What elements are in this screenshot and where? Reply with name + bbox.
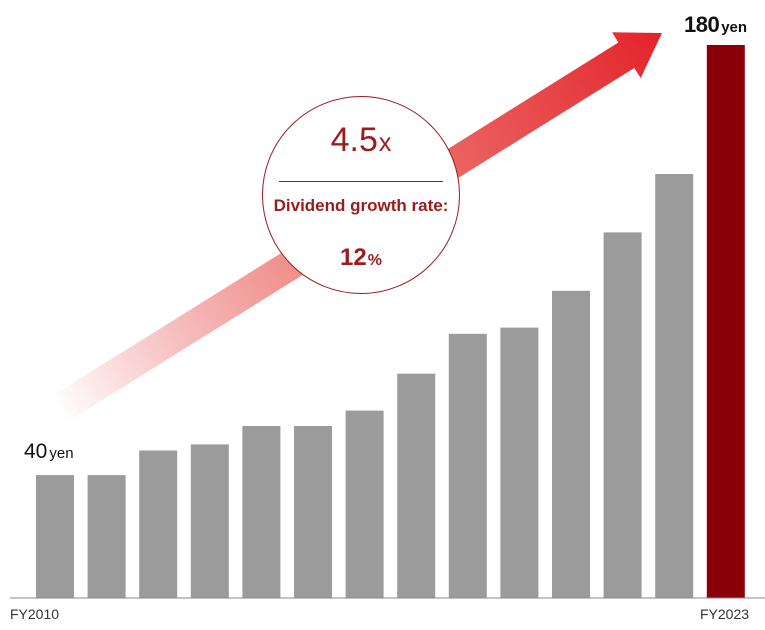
growth-multiple: 4.5x [330, 121, 392, 159]
bar [242, 426, 281, 598]
bar [139, 450, 178, 598]
bar [87, 475, 126, 598]
x-tick-last: FY2023 [700, 606, 750, 622]
x-tick-first: FY2010 [10, 606, 60, 622]
bar [552, 290, 590, 598]
highlight-bar [706, 45, 745, 598]
growth-rate: 12% [340, 244, 382, 271]
start-value-label: 40 yen [24, 440, 74, 463]
growth-caption: Dividend growth rate: [273, 196, 449, 215]
callout-divider [279, 181, 443, 182]
bar [36, 475, 74, 598]
bar [448, 333, 487, 598]
growth-callout: 4.5x Dividend growth rate: 12% [262, 96, 460, 294]
bar [345, 410, 384, 598]
bar [603, 232, 642, 598]
bar [397, 373, 436, 598]
bar [500, 327, 539, 598]
end-value-label: 180 yen [684, 12, 748, 37]
bar [655, 174, 694, 598]
bar [190, 444, 229, 598]
bar [294, 426, 332, 598]
